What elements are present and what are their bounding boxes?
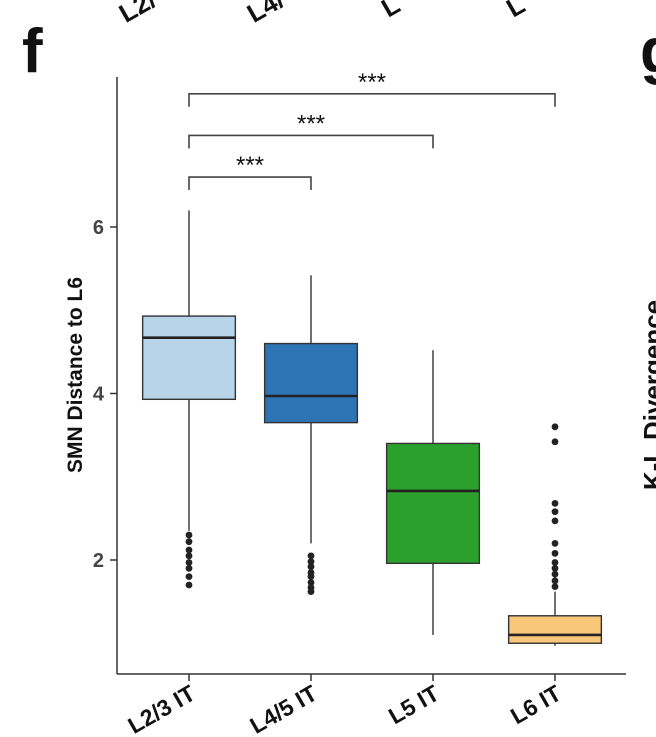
y-tick-label: 2	[93, 550, 104, 572]
box-l4-5-it	[263, 275, 359, 596]
significance-brackets: *** *** ***	[188, 69, 556, 191]
outlier-point	[551, 564, 559, 572]
outlier-point	[185, 531, 193, 539]
outlier-point	[185, 552, 193, 560]
iqr-box	[141, 315, 237, 401]
x-tick-label: L5 IT	[384, 680, 443, 729]
outlier-point	[551, 423, 559, 431]
clipped-top-label: L	[376, 0, 405, 23]
outlier-point	[307, 552, 315, 560]
outlier-point	[307, 579, 315, 586]
iqr-box	[385, 442, 481, 565]
clipped-top-labels: L2/L4/L L	[114, 0, 530, 29]
significance-bracket: ***	[188, 69, 556, 107]
outlier-point	[551, 570, 559, 578]
significance-bracket: ***	[188, 152, 312, 191]
x-tick-label: L2/3 IT	[123, 680, 199, 737]
significance-bracket: ***	[188, 110, 434, 149]
clipped-top-label: L4/	[242, 0, 290, 29]
box-l6-it	[507, 423, 603, 646]
outlier-point	[185, 564, 193, 572]
boxes	[141, 210, 603, 646]
bracket-line	[188, 134, 434, 149]
outlier-point	[551, 438, 559, 446]
outlier-point	[551, 549, 559, 557]
outlier-point	[185, 538, 193, 546]
y-tick-label: 4	[93, 384, 105, 406]
neighbour-panel-label: g	[640, 17, 656, 86]
significance-label: ***	[236, 152, 264, 179]
outlier-point	[551, 559, 559, 566]
outlier-point	[185, 546, 193, 554]
neighbour-y-axis-label: K-L Divergence	[638, 300, 656, 490]
clipped-top-label: L2/	[114, 0, 162, 29]
outlier-point	[307, 558, 315, 566]
box-l5-it	[385, 350, 481, 635]
iqr-box	[507, 615, 603, 644]
x-ticks: L2/3 IT L4/5 IT L5 IT L6 IT	[123, 674, 566, 737]
x-tick-label: L4/5 IT	[245, 680, 321, 737]
x-tick-label: L6 IT	[506, 680, 565, 729]
outlier-point	[551, 499, 559, 507]
y-ticks: 2 4 6	[93, 217, 117, 572]
outlier-point	[551, 508, 559, 516]
y-axis-label: SMN Distance to L6	[64, 277, 87, 473]
outlier-point	[551, 583, 559, 591]
box-l2-3-it	[141, 210, 237, 589]
clipped-top-label: L	[501, 0, 530, 23]
bracket-line	[188, 93, 556, 107]
panel-label: f	[22, 17, 43, 86]
outlier-point	[307, 563, 315, 571]
outlier-point	[185, 573, 193, 581]
y-tick-label: 6	[93, 217, 104, 239]
outlier-point	[551, 517, 559, 525]
significance-label: ***	[297, 110, 325, 137]
significance-label: ***	[358, 69, 386, 96]
bracket-line	[188, 176, 312, 191]
outlier-point	[551, 577, 559, 585]
iqr-box	[263, 342, 359, 424]
outlier-point	[185, 559, 193, 566]
outlier-point	[307, 588, 315, 596]
outlier-point	[185, 581, 193, 589]
outlier-point	[307, 573, 315, 581]
outlier-point	[551, 539, 559, 547]
